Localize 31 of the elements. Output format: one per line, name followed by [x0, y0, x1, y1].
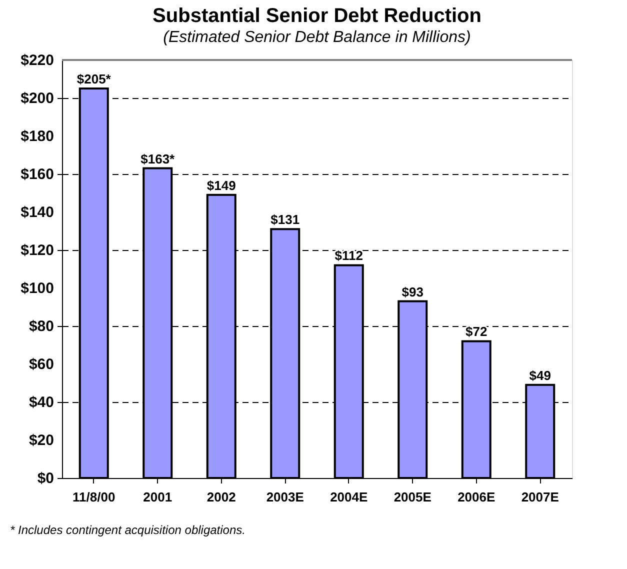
data-label: $93	[402, 284, 424, 300]
x-tick-label: 11/8/00	[72, 490, 116, 504]
y-tick-label: $40	[28, 394, 54, 411]
chart-title: Substantial Senior Debt Reduction	[152, 5, 482, 27]
y-tick-label: $200	[20, 90, 54, 107]
data-label: $49	[529, 368, 551, 383]
text: * Includes contingent acquisition obligations.	[10, 523, 246, 537]
y-tick-label: $100	[20, 280, 54, 297]
x-tick-label: 2006E	[458, 490, 496, 504]
x-tick-label: 2007E	[521, 490, 560, 504]
x-tick-label: 2004E	[330, 490, 368, 504]
y-tick-label: $60	[28, 356, 54, 373]
data-label: $149	[206, 178, 236, 193]
data-label: $112	[334, 248, 363, 264]
data-label: $205*	[76, 72, 112, 86]
y-tick-label: $220	[20, 52, 54, 69]
y-tick-label: $0	[37, 470, 54, 487]
data-label: $72	[466, 324, 488, 340]
data-label: $131	[270, 212, 300, 228]
x-tick-label: 2003E	[266, 490, 304, 504]
y-tick-label: $140	[20, 204, 54, 221]
chart-subtitle: (Estimated Senior Debt Balance in Millions)	[163, 29, 471, 46]
y-tick-label: $20	[28, 432, 54, 449]
x-tick-label: 2005E	[394, 490, 432, 504]
y-tick-label: $180	[20, 128, 54, 145]
x-tick-label: 2001	[143, 490, 172, 504]
data-label: $163*	[140, 151, 176, 166]
y-tick-label: $120	[20, 242, 54, 259]
y-tick-label: $160	[20, 166, 54, 183]
y-tick-label: $80	[28, 318, 54, 335]
x-tick-label: 2002	[206, 490, 236, 504]
